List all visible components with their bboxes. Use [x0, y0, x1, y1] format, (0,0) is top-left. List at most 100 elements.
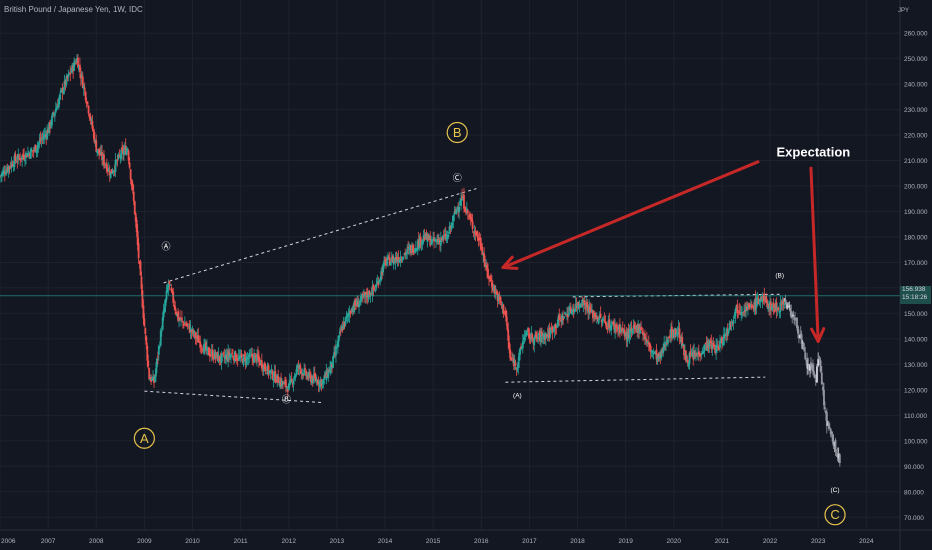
candle-body: [363, 292, 366, 297]
candle-body: [369, 294, 372, 296]
projection-candle-body: [807, 364, 809, 369]
candle-body: [412, 245, 414, 253]
candle-body: [257, 353, 259, 359]
candle-body: [302, 374, 305, 376]
candle-body: [534, 334, 537, 339]
candle-body: [222, 352, 225, 355]
candle-body: [782, 300, 785, 305]
candle-body: [225, 354, 228, 358]
projection-candle-body: [817, 359, 820, 366]
candle-body: [709, 341, 712, 343]
candle-body: [268, 370, 271, 373]
candle-body: [337, 335, 340, 342]
candle-body: [641, 332, 643, 333]
candle-body: [689, 351, 692, 357]
candle-body: [4, 173, 7, 175]
candle-body: [591, 309, 593, 312]
wave-label: B: [453, 125, 462, 140]
expectation-label: Expectation: [777, 145, 851, 160]
candle-body: [773, 308, 776, 312]
candle-body: [73, 61, 76, 71]
candle-body: [520, 346, 523, 349]
candle-body: [112, 170, 115, 173]
candle-body: [624, 333, 627, 337]
y-tick-label: 90.000: [904, 464, 924, 471]
candle-body: [242, 354, 245, 366]
candle-body: [721, 336, 723, 344]
candle-body: [238, 357, 241, 359]
candle-body: [698, 352, 701, 357]
candle-body: [260, 360, 263, 369]
candle-body: [502, 304, 505, 314]
candle-body: [592, 310, 594, 319]
candle-body: [542, 334, 545, 340]
candle-body: [203, 343, 205, 354]
candle-body: [653, 352, 656, 353]
candle-body: [459, 204, 462, 206]
candle-body: [66, 75, 69, 79]
candle-body: [218, 355, 221, 361]
y-tick-label: 180.000: [904, 234, 928, 241]
candle-body: [622, 329, 625, 333]
candle-body: [335, 347, 338, 349]
candle-body: [9, 165, 12, 168]
candle-body: [509, 349, 512, 359]
candle-body: [119, 156, 122, 158]
candle-body: [198, 340, 201, 342]
chart-title: British Pound / Japanese Yen, 1W, IDC: [4, 5, 143, 14]
candle-body: [611, 322, 614, 324]
candle-body: [197, 335, 200, 343]
candle-body: [448, 226, 451, 234]
candle-body: [346, 313, 349, 318]
candle-body: [747, 305, 749, 310]
candle-body: [245, 356, 248, 365]
projection-candle-body: [793, 317, 796, 320]
candle-body: [515, 367, 518, 369]
candle-body: [386, 261, 388, 264]
candle-body: [295, 369, 298, 375]
candle-body: [97, 148, 100, 152]
candle-body: [589, 306, 591, 312]
candle-body: [45, 134, 48, 138]
candle-body: [684, 350, 687, 361]
candle-body: [0, 175, 2, 177]
projection-candle-body: [810, 362, 812, 367]
candle-body: [393, 259, 396, 261]
projection-candle-body: [835, 452, 838, 454]
candle-body: [293, 375, 296, 379]
candle-body: [530, 332, 533, 341]
candle-body: [209, 354, 212, 356]
candle-body: [633, 324, 636, 329]
candle-body: [188, 325, 191, 333]
candle-body: [520, 346, 522, 349]
candle-body: [23, 154, 25, 160]
x-tick-label: 2011: [234, 538, 248, 545]
candle-body: [579, 304, 582, 308]
candle-body: [643, 333, 645, 335]
x-axis-strip: [0, 530, 932, 550]
candle-body: [217, 354, 220, 363]
wave-label-circle: [446, 121, 468, 144]
candle-body: [403, 253, 406, 255]
candle-body: [258, 359, 261, 365]
candle-body: [659, 353, 662, 357]
candle-body: [723, 333, 726, 335]
candle-body: [550, 328, 553, 330]
candle-body: [750, 304, 753, 309]
projection-candle-body: [794, 318, 796, 320]
candle-body: [430, 242, 433, 245]
candle-body: [283, 382, 285, 385]
y-tick-label: 120.000: [904, 387, 928, 394]
candle-body: [29, 148, 32, 159]
candle-body: [717, 346, 719, 348]
candle-body: [370, 294, 373, 296]
candle-body: [684, 351, 686, 354]
candle-body: [464, 207, 466, 212]
candle-body: [645, 339, 648, 342]
candle-body: [381, 272, 384, 275]
candle-body: [690, 355, 693, 356]
candle-body: [144, 328, 147, 334]
